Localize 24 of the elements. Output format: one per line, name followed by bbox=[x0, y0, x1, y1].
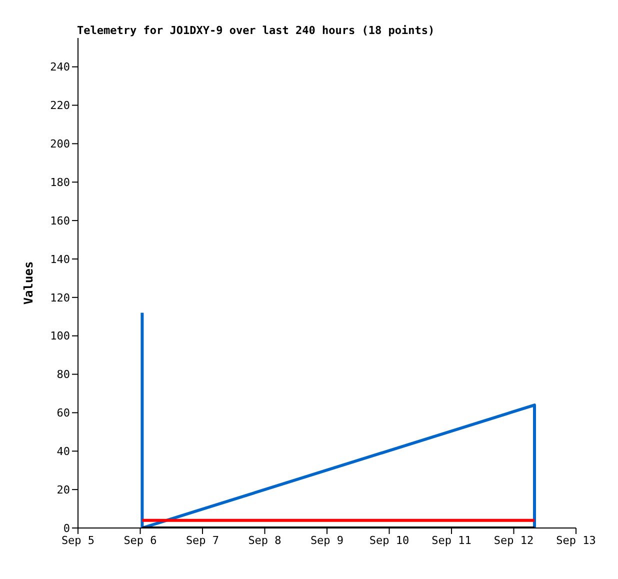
y-tick-label: 240 bbox=[50, 60, 70, 74]
x-tick-label: Sep 6 bbox=[124, 534, 157, 547]
x-tick-label: Sep 5 bbox=[61, 534, 95, 547]
x-tick-label: Sep 8 bbox=[248, 534, 282, 547]
x-tick-label: Sep 9 bbox=[310, 534, 344, 547]
x-tick-label: Sep 12 bbox=[494, 534, 534, 547]
y-tick-label: 80 bbox=[56, 368, 70, 382]
y-tick-label: 180 bbox=[50, 176, 70, 190]
y-tick-label: 200 bbox=[50, 138, 70, 151]
y-tick-label: 60 bbox=[56, 406, 70, 420]
y-tick-label: 220 bbox=[50, 99, 70, 112]
x-tick-label: Sep 13 bbox=[556, 534, 596, 547]
y-tick-label: 140 bbox=[50, 252, 70, 266]
x-tick-label: Sep 7 bbox=[186, 534, 220, 547]
y-tick-label: 40 bbox=[56, 445, 70, 458]
y-tick-label: 120 bbox=[50, 291, 70, 304]
y-axis-title: Values bbox=[21, 261, 36, 305]
y-tick-label: 0 bbox=[63, 522, 70, 535]
y-tick-label: 20 bbox=[56, 483, 70, 496]
y-tick-label: 100 bbox=[50, 330, 70, 343]
y-tick-label: 160 bbox=[50, 214, 70, 228]
x-tick-label: Sep 10 bbox=[369, 534, 410, 547]
chart-title: Telemetry for JO1DXY-9 over last 240 hours (18 points) bbox=[77, 24, 435, 37]
x-tick-label: Sep 11 bbox=[432, 534, 472, 547]
